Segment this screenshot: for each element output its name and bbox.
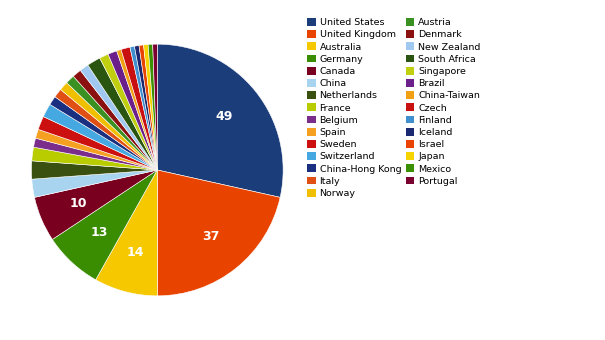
- Text: 37: 37: [202, 230, 220, 243]
- Text: 10: 10: [70, 197, 87, 210]
- Wedge shape: [60, 83, 157, 170]
- Wedge shape: [55, 89, 157, 170]
- Wedge shape: [38, 117, 157, 170]
- Wedge shape: [117, 50, 157, 170]
- Text: 14: 14: [127, 246, 145, 259]
- Wedge shape: [121, 47, 157, 170]
- Legend: United States, United Kingdom, Australia, Germany, Canada, China, Netherlands, F: United States, United Kingdom, Australia…: [307, 18, 480, 198]
- Wedge shape: [88, 58, 157, 170]
- Wedge shape: [50, 97, 157, 170]
- Wedge shape: [157, 170, 280, 296]
- Wedge shape: [152, 44, 157, 170]
- Wedge shape: [44, 104, 157, 170]
- Wedge shape: [139, 45, 157, 170]
- Wedge shape: [36, 129, 157, 170]
- Wedge shape: [100, 54, 157, 170]
- Wedge shape: [53, 170, 157, 280]
- Wedge shape: [34, 170, 157, 239]
- Wedge shape: [32, 147, 157, 170]
- Wedge shape: [148, 44, 157, 170]
- Wedge shape: [67, 76, 157, 170]
- Wedge shape: [33, 138, 157, 170]
- Wedge shape: [143, 45, 157, 170]
- Wedge shape: [96, 170, 157, 296]
- Wedge shape: [130, 46, 157, 170]
- Wedge shape: [32, 170, 157, 197]
- Wedge shape: [73, 70, 157, 170]
- Text: 49: 49: [215, 110, 233, 123]
- Wedge shape: [108, 51, 157, 170]
- Text: 13: 13: [90, 226, 108, 239]
- Wedge shape: [157, 44, 283, 197]
- Wedge shape: [80, 65, 157, 170]
- Wedge shape: [134, 46, 157, 170]
- Wedge shape: [31, 161, 157, 179]
